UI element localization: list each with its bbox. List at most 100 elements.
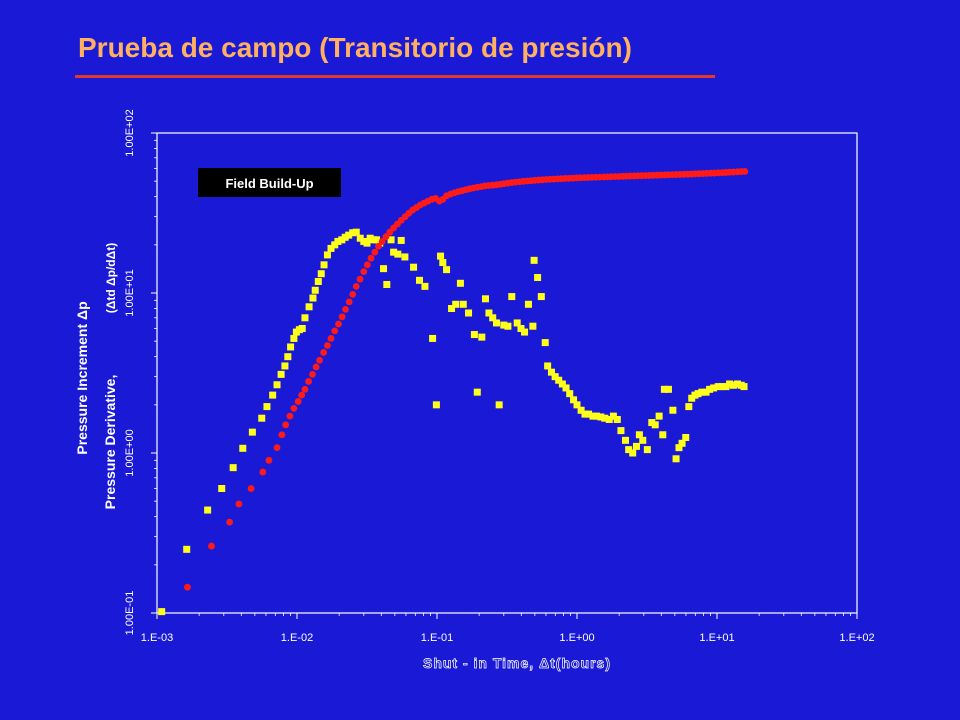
pressure-point — [367, 254, 375, 262]
pressure-point — [382, 233, 390, 241]
derivative-point — [281, 362, 289, 370]
derivative-point — [309, 294, 317, 302]
pressure-point — [282, 421, 290, 429]
derivative-point — [694, 390, 702, 398]
derivative-point — [655, 412, 663, 420]
derivative-point — [685, 403, 693, 411]
derivative-point — [229, 464, 237, 472]
derivative-point — [429, 334, 437, 342]
y-tick-label: 1.00E+00 — [124, 429, 136, 476]
pressure-point — [235, 500, 243, 508]
pressure-point — [309, 370, 316, 378]
derivative-point — [314, 277, 322, 285]
derivative-point — [524, 300, 532, 308]
derivative-point — [500, 321, 508, 329]
derivative-point — [263, 403, 271, 411]
derivative-point — [729, 381, 737, 389]
derivative-point — [489, 314, 497, 322]
derivative-point — [301, 314, 309, 322]
derivative-point — [651, 421, 659, 429]
derivative-point — [517, 324, 525, 332]
x-tick-label: 1.E-03 — [141, 632, 173, 644]
derivative-point — [380, 265, 388, 273]
derivative-point — [485, 309, 493, 317]
derivative-point — [597, 413, 605, 421]
slide-title: Prueba de campo (Transitorio de presión) — [78, 32, 632, 63]
derivative-point — [334, 237, 342, 245]
derivative-point — [534, 273, 542, 281]
derivative-point — [521, 328, 529, 336]
pressure-point — [259, 468, 267, 476]
derivative-point — [698, 388, 706, 396]
pressure-point — [184, 583, 191, 591]
series-pressure — [184, 168, 749, 591]
derivative-point — [537, 293, 545, 301]
derivative-point — [421, 282, 429, 290]
derivative-point — [459, 300, 467, 308]
pressure-point — [286, 412, 294, 420]
derivative-point — [581, 410, 589, 418]
derivative-point — [345, 231, 353, 239]
derivative-point — [555, 376, 563, 384]
derivative-point — [363, 239, 371, 247]
axes — [151, 132, 858, 619]
pressure-point — [208, 542, 215, 550]
derivative-point — [664, 385, 672, 393]
pressure-point — [320, 349, 328, 356]
derivative-point — [349, 229, 357, 237]
pressure-point — [298, 391, 306, 399]
derivative-point — [617, 427, 625, 435]
derivative-point — [478, 333, 486, 341]
pressure-point — [316, 356, 323, 364]
y-tick-label: 1.00E+02 — [124, 109, 136, 156]
derivative-point — [323, 251, 331, 259]
pressure-point — [226, 518, 233, 526]
annotation-label: Field Build-Up — [225, 176, 313, 191]
y-axis-title-increment: Pressure Increment Δp — [74, 301, 90, 454]
derivative-point — [158, 608, 166, 616]
pressure-point — [305, 378, 312, 385]
derivative-point — [629, 449, 637, 457]
derivative-point — [183, 545, 191, 553]
plot-area — [156, 132, 858, 614]
y-axis-title-derivative-symbol: (Δtd Δp/dΔt) — [104, 243, 118, 314]
derivative-point — [639, 436, 647, 444]
derivative-point — [530, 256, 538, 264]
pressure-point — [331, 327, 339, 335]
derivative-point — [390, 248, 398, 256]
derivative-point — [327, 244, 335, 252]
x-tick-label: 1.E+02 — [839, 632, 874, 644]
pressure-point — [375, 242, 382, 250]
derivative-point — [311, 286, 319, 294]
derivative-point — [635, 431, 643, 439]
annotation-box — [198, 168, 341, 197]
derivative-point — [547, 368, 555, 376]
derivative-point — [570, 396, 578, 404]
derivative-point — [432, 401, 440, 409]
derivative-point — [544, 362, 552, 370]
derivative-point — [541, 339, 549, 347]
x-tick-label: 1.E-01 — [421, 632, 453, 644]
pressure-point — [335, 320, 342, 328]
derivative-point — [495, 401, 503, 409]
derivative-point — [290, 334, 298, 342]
derivative-point — [448, 305, 456, 313]
pressure-point — [278, 431, 286, 439]
derivative-point — [416, 276, 424, 284]
pressure-point — [371, 248, 379, 256]
derivative-point — [481, 295, 489, 303]
pressure-point — [247, 485, 255, 492]
derivative-point — [609, 412, 617, 420]
derivative-point — [675, 444, 683, 452]
pressure-point — [294, 398, 302, 405]
derivative-point — [356, 234, 364, 242]
derivative-point — [317, 270, 325, 278]
derivative-point — [504, 322, 512, 330]
field-build-up-annotation: Field Build-Up — [198, 168, 341, 197]
title-underline — [75, 75, 715, 78]
derivative-point — [513, 319, 521, 327]
derivative-point — [443, 266, 451, 274]
plot-frame — [156, 132, 858, 614]
derivative-point — [273, 381, 281, 389]
